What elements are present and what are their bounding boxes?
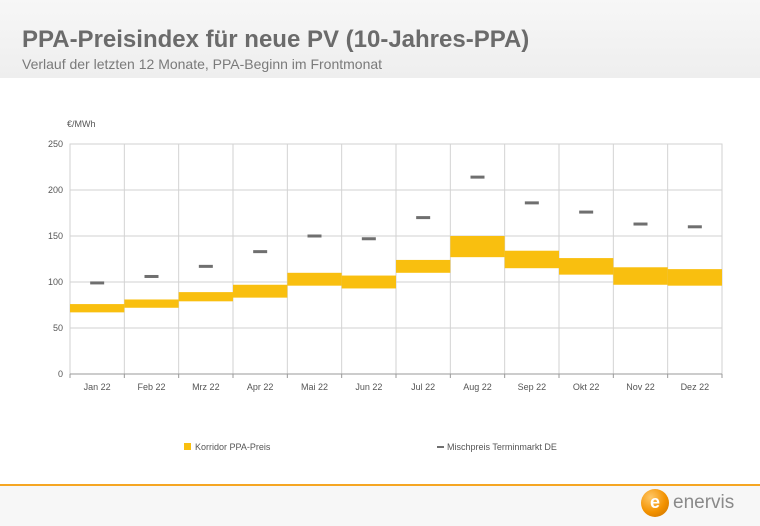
y-tick-label: 200 [48,185,63,195]
logo-text: enervis [673,492,735,513]
y-tick-label: 250 [48,139,63,149]
chart: 0 50 100 150 200 250 €/MWh Jan 22 Feb 22 Mrz 22 Ap… [48,119,723,452]
x-tick-label: Mai 22 [301,382,328,392]
x-tick-label: Okt 22 [573,382,600,392]
header-band [0,0,760,78]
x-tick-label: Mrz 22 [192,382,220,392]
x-tick-label: Jun 22 [355,382,382,392]
footer-band [0,486,760,526]
corridor-bar [504,250,559,269]
y-tick-label: 0 [58,369,63,379]
legend-label-corridor: Korridor PPA-Preis [195,442,271,452]
x-tick-label: Aug 22 [463,382,492,392]
page-title: PPA-Preisindex für neue PV (10-Jahres-PP… [22,26,530,53]
corridor-bar [613,267,668,285]
y-tick-label: 100 [48,277,63,287]
x-tick-label: Feb 22 [137,382,165,392]
logo-mark: e [641,489,669,517]
corridor-bar [341,275,396,289]
y-tick-label: 50 [53,323,63,333]
corridor-bar [124,299,179,308]
footer-accent-line [0,484,760,486]
corridor-bar [667,269,722,286]
corridor-bar [287,272,342,286]
corridor-bar [70,304,125,313]
corridor-bar [178,292,233,302]
corridor-bar [233,284,288,298]
x-tick-label: Sep 22 [518,382,547,392]
x-tick-label: Dez 22 [681,382,710,392]
corridor-bar [559,258,614,275]
legend-swatch-corridor [184,443,191,450]
x-tick-label: Nov 22 [626,382,655,392]
x-tick-label: Jul 22 [411,382,435,392]
y-tick-label: 150 [48,231,63,241]
x-tick-label: Apr 22 [247,382,274,392]
legend-label-marker: Mischpreis Terminmarkt DE [447,442,557,452]
y-axis-label: €/MWh [67,119,96,129]
corridor-bar [450,236,505,258]
page-subtitle: Verlauf der letzten 12 Monate, PPA-Begin… [22,56,383,72]
corridor-bar [396,259,451,273]
enervis-logo: e enervis [641,487,753,521]
x-tick-label: Jan 22 [84,382,111,392]
